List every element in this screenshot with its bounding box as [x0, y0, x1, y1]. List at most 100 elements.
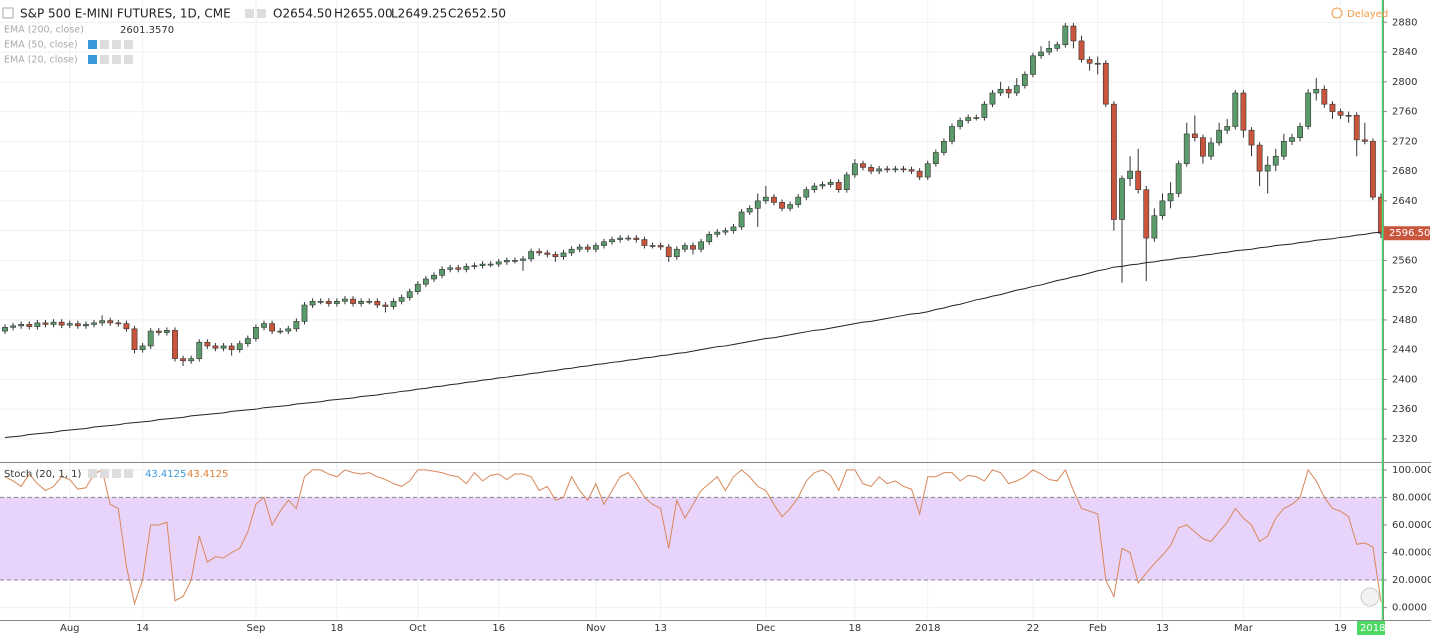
y-tick-label: 0.0000	[1392, 603, 1427, 614]
icon[interactable]	[100, 55, 109, 64]
candle-body	[1175, 163, 1182, 194]
icon[interactable]	[88, 55, 97, 64]
status-label: Delayed	[1347, 9, 1388, 20]
candle-body	[722, 230, 729, 233]
candle-body	[1361, 139, 1368, 142]
icon[interactable]	[124, 469, 133, 478]
stoch-value: 43.4125	[145, 469, 186, 480]
candle-body	[487, 263, 494, 266]
candle-body	[333, 301, 340, 304]
y-tick-label: 2720	[1392, 136, 1417, 147]
candle-body	[1078, 40, 1085, 60]
candle-body	[835, 181, 842, 191]
x-tick-label: Aug	[60, 623, 80, 634]
candle-body	[447, 267, 454, 270]
x-tick-label: Mar	[1234, 623, 1254, 634]
candle-body	[123, 323, 130, 330]
icon[interactable]	[100, 469, 109, 478]
candle-body	[1135, 170, 1142, 191]
icon[interactable]	[112, 40, 121, 49]
indicator-label: EMA (20, close)	[4, 55, 78, 66]
y-tick-label: 2760	[1392, 107, 1417, 118]
candle-body	[1094, 62, 1101, 65]
menu-icon[interactable]	[2, 7, 14, 19]
candle-body	[868, 167, 874, 172]
candle-body	[1062, 25, 1069, 45]
candle-body	[479, 263, 486, 266]
y-tick-label: 2680	[1392, 166, 1417, 177]
ohlc-open: O2654.50	[273, 7, 332, 21]
candle-body	[657, 245, 664, 248]
candle-body	[892, 168, 899, 171]
x-tick-label: 18	[330, 623, 343, 634]
icon[interactable]	[100, 40, 109, 49]
icon[interactable]	[124, 40, 133, 49]
candle-body	[147, 330, 154, 347]
scroll-button[interactable]	[1360, 587, 1380, 607]
candle-body	[309, 301, 316, 306]
y-tick-label: 80.0000	[1392, 492, 1431, 503]
candle-body	[293, 321, 300, 330]
icon[interactable]	[257, 9, 266, 18]
icon[interactable]	[124, 55, 133, 64]
y-tick-label: 2440	[1392, 345, 1417, 356]
candle-body	[107, 320, 114, 324]
candle-body	[762, 196, 769, 202]
icon[interactable]	[88, 469, 97, 478]
candle-body	[1127, 170, 1133, 179]
x-tick-label: 16	[492, 623, 505, 634]
x-tick-label: Sep	[246, 623, 265, 634]
candle-body	[66, 323, 73, 326]
indicator-label: EMA (50, close)	[4, 40, 78, 51]
candle-body	[495, 261, 502, 265]
ema-line	[4, 231, 1382, 438]
icon[interactable]	[245, 9, 254, 18]
candle-body	[617, 237, 624, 240]
candle-body	[398, 297, 405, 302]
candle-body	[463, 266, 470, 270]
candle-body	[1370, 141, 1376, 198]
candle-body	[1183, 133, 1190, 164]
candle-body	[317, 301, 324, 303]
x-tick-label: 2018	[915, 623, 940, 634]
candle-body	[738, 211, 745, 228]
y-tick-label: 2800	[1392, 77, 1417, 88]
candle-body	[1200, 137, 1206, 157]
candle-body	[115, 322, 122, 325]
candle-body	[1280, 141, 1287, 157]
ohlc-high: H2655.00	[334, 7, 393, 21]
candle-body	[1038, 51, 1044, 57]
candle-body	[819, 184, 826, 187]
candle-body	[58, 321, 65, 326]
candle-body	[754, 200, 761, 209]
candle-body	[706, 234, 713, 243]
icon[interactable]	[112, 55, 121, 64]
candle-body	[957, 120, 964, 127]
candle-body	[900, 168, 907, 171]
candle-body	[1086, 59, 1093, 64]
candle-body	[811, 185, 818, 191]
candle-body	[1232, 92, 1239, 127]
candle-body	[714, 231, 721, 235]
candle-body	[414, 283, 421, 292]
candle-body	[682, 245, 688, 250]
candle-body	[1046, 48, 1053, 53]
candle-body	[560, 252, 567, 257]
candle-body	[422, 278, 429, 285]
candle-body	[528, 251, 535, 260]
candle-body	[779, 202, 785, 209]
candle-body	[698, 241, 704, 250]
candle-body	[342, 298, 348, 302]
candle-body	[787, 204, 794, 209]
candle-body	[1005, 88, 1012, 94]
candle-body	[439, 269, 445, 276]
icon[interactable]	[112, 469, 121, 478]
icon[interactable]	[88, 40, 97, 49]
candle-body	[1256, 144, 1263, 172]
candle-body	[803, 189, 810, 198]
candle-body	[997, 88, 1004, 94]
x-tick-label: 18	[849, 623, 862, 634]
y-tick-label: 2400	[1392, 374, 1417, 385]
status-icon	[1331, 7, 1343, 19]
